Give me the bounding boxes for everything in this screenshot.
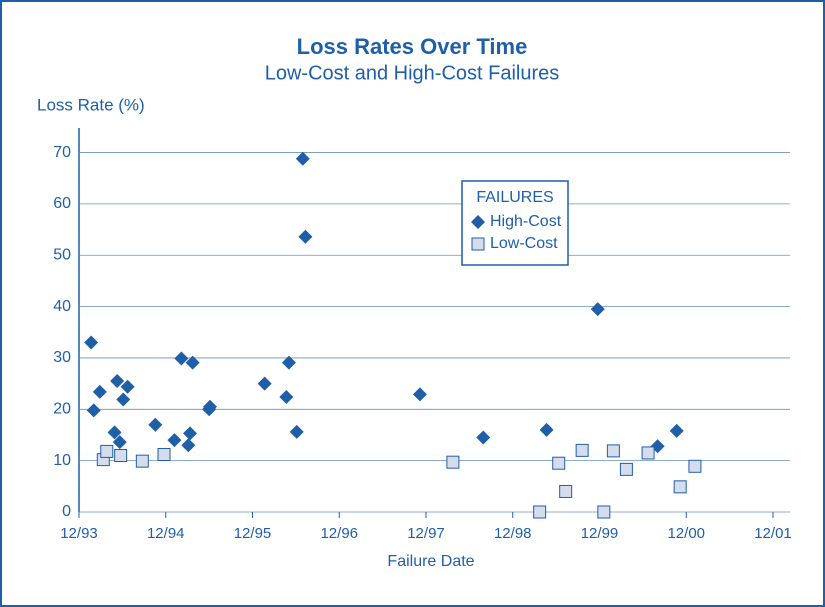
point bbox=[559, 484, 573, 498]
x-tick-label: 12/94 bbox=[147, 525, 185, 542]
x-axis-label: Failure Date bbox=[387, 553, 474, 570]
point bbox=[295, 151, 310, 166]
point bbox=[590, 302, 605, 317]
legend-label: High-Cost bbox=[490, 213, 562, 230]
x-tick-label: 12/99 bbox=[581, 525, 619, 542]
x-tick-label: 12/01 bbox=[754, 525, 792, 542]
chart-subtitle: Low-Cost and High-Cost Failures bbox=[265, 62, 560, 84]
legend-marker bbox=[471, 215, 485, 229]
y-tick-label: 60 bbox=[53, 195, 71, 212]
point bbox=[298, 229, 313, 244]
point bbox=[606, 444, 620, 458]
x-tick-label: 12/96 bbox=[320, 525, 358, 542]
point bbox=[257, 376, 272, 391]
y-axis-label: Loss Rate (%) bbox=[37, 95, 145, 114]
x-tick-label: 12/98 bbox=[494, 525, 532, 542]
point bbox=[116, 392, 131, 407]
point bbox=[533, 505, 547, 519]
y-tick-label: 70 bbox=[53, 144, 71, 161]
point bbox=[183, 426, 198, 441]
point bbox=[120, 379, 135, 394]
point bbox=[92, 384, 107, 399]
point bbox=[148, 417, 163, 432]
point bbox=[619, 462, 633, 476]
point bbox=[279, 389, 294, 404]
x-tick-label: 12/97 bbox=[407, 525, 445, 542]
point bbox=[552, 456, 566, 470]
y-tick-label: 20 bbox=[53, 401, 71, 418]
y-tick-label: 50 bbox=[53, 246, 71, 263]
point bbox=[114, 449, 128, 463]
point bbox=[641, 446, 655, 460]
point bbox=[446, 455, 460, 469]
point bbox=[84, 335, 99, 350]
point bbox=[181, 438, 196, 453]
legend-title: FAILURES bbox=[476, 189, 553, 206]
x-tick-label: 12/95 bbox=[234, 525, 272, 542]
legend-label: Low-Cost bbox=[490, 235, 558, 252]
point bbox=[185, 355, 200, 370]
point bbox=[412, 387, 427, 402]
x-tick-label: 12/93 bbox=[60, 525, 98, 542]
legend: FAILURES High-Cost Low-Cost bbox=[461, 180, 569, 266]
y-tick-label: 30 bbox=[53, 349, 71, 366]
x-tick-label: 12/00 bbox=[667, 525, 705, 542]
y-tick-label: 0 bbox=[62, 503, 71, 520]
legend-marker bbox=[471, 237, 485, 251]
chart-title: Loss Rates Over Time bbox=[297, 34, 528, 59]
point bbox=[575, 443, 589, 457]
point bbox=[281, 355, 296, 370]
point bbox=[112, 435, 127, 450]
point bbox=[539, 422, 554, 437]
point bbox=[86, 403, 101, 418]
point bbox=[167, 433, 182, 448]
point bbox=[289, 424, 304, 439]
point bbox=[110, 374, 125, 389]
point bbox=[669, 423, 684, 438]
point bbox=[476, 430, 491, 445]
point bbox=[100, 444, 114, 458]
point bbox=[688, 459, 702, 473]
point bbox=[107, 425, 122, 440]
point bbox=[135, 454, 149, 468]
point bbox=[174, 351, 189, 366]
y-tick-label: 40 bbox=[53, 298, 71, 315]
point bbox=[202, 402, 217, 417]
point bbox=[157, 447, 171, 461]
y-tick-label: 10 bbox=[53, 452, 71, 469]
point bbox=[673, 480, 687, 494]
point bbox=[597, 505, 611, 519]
